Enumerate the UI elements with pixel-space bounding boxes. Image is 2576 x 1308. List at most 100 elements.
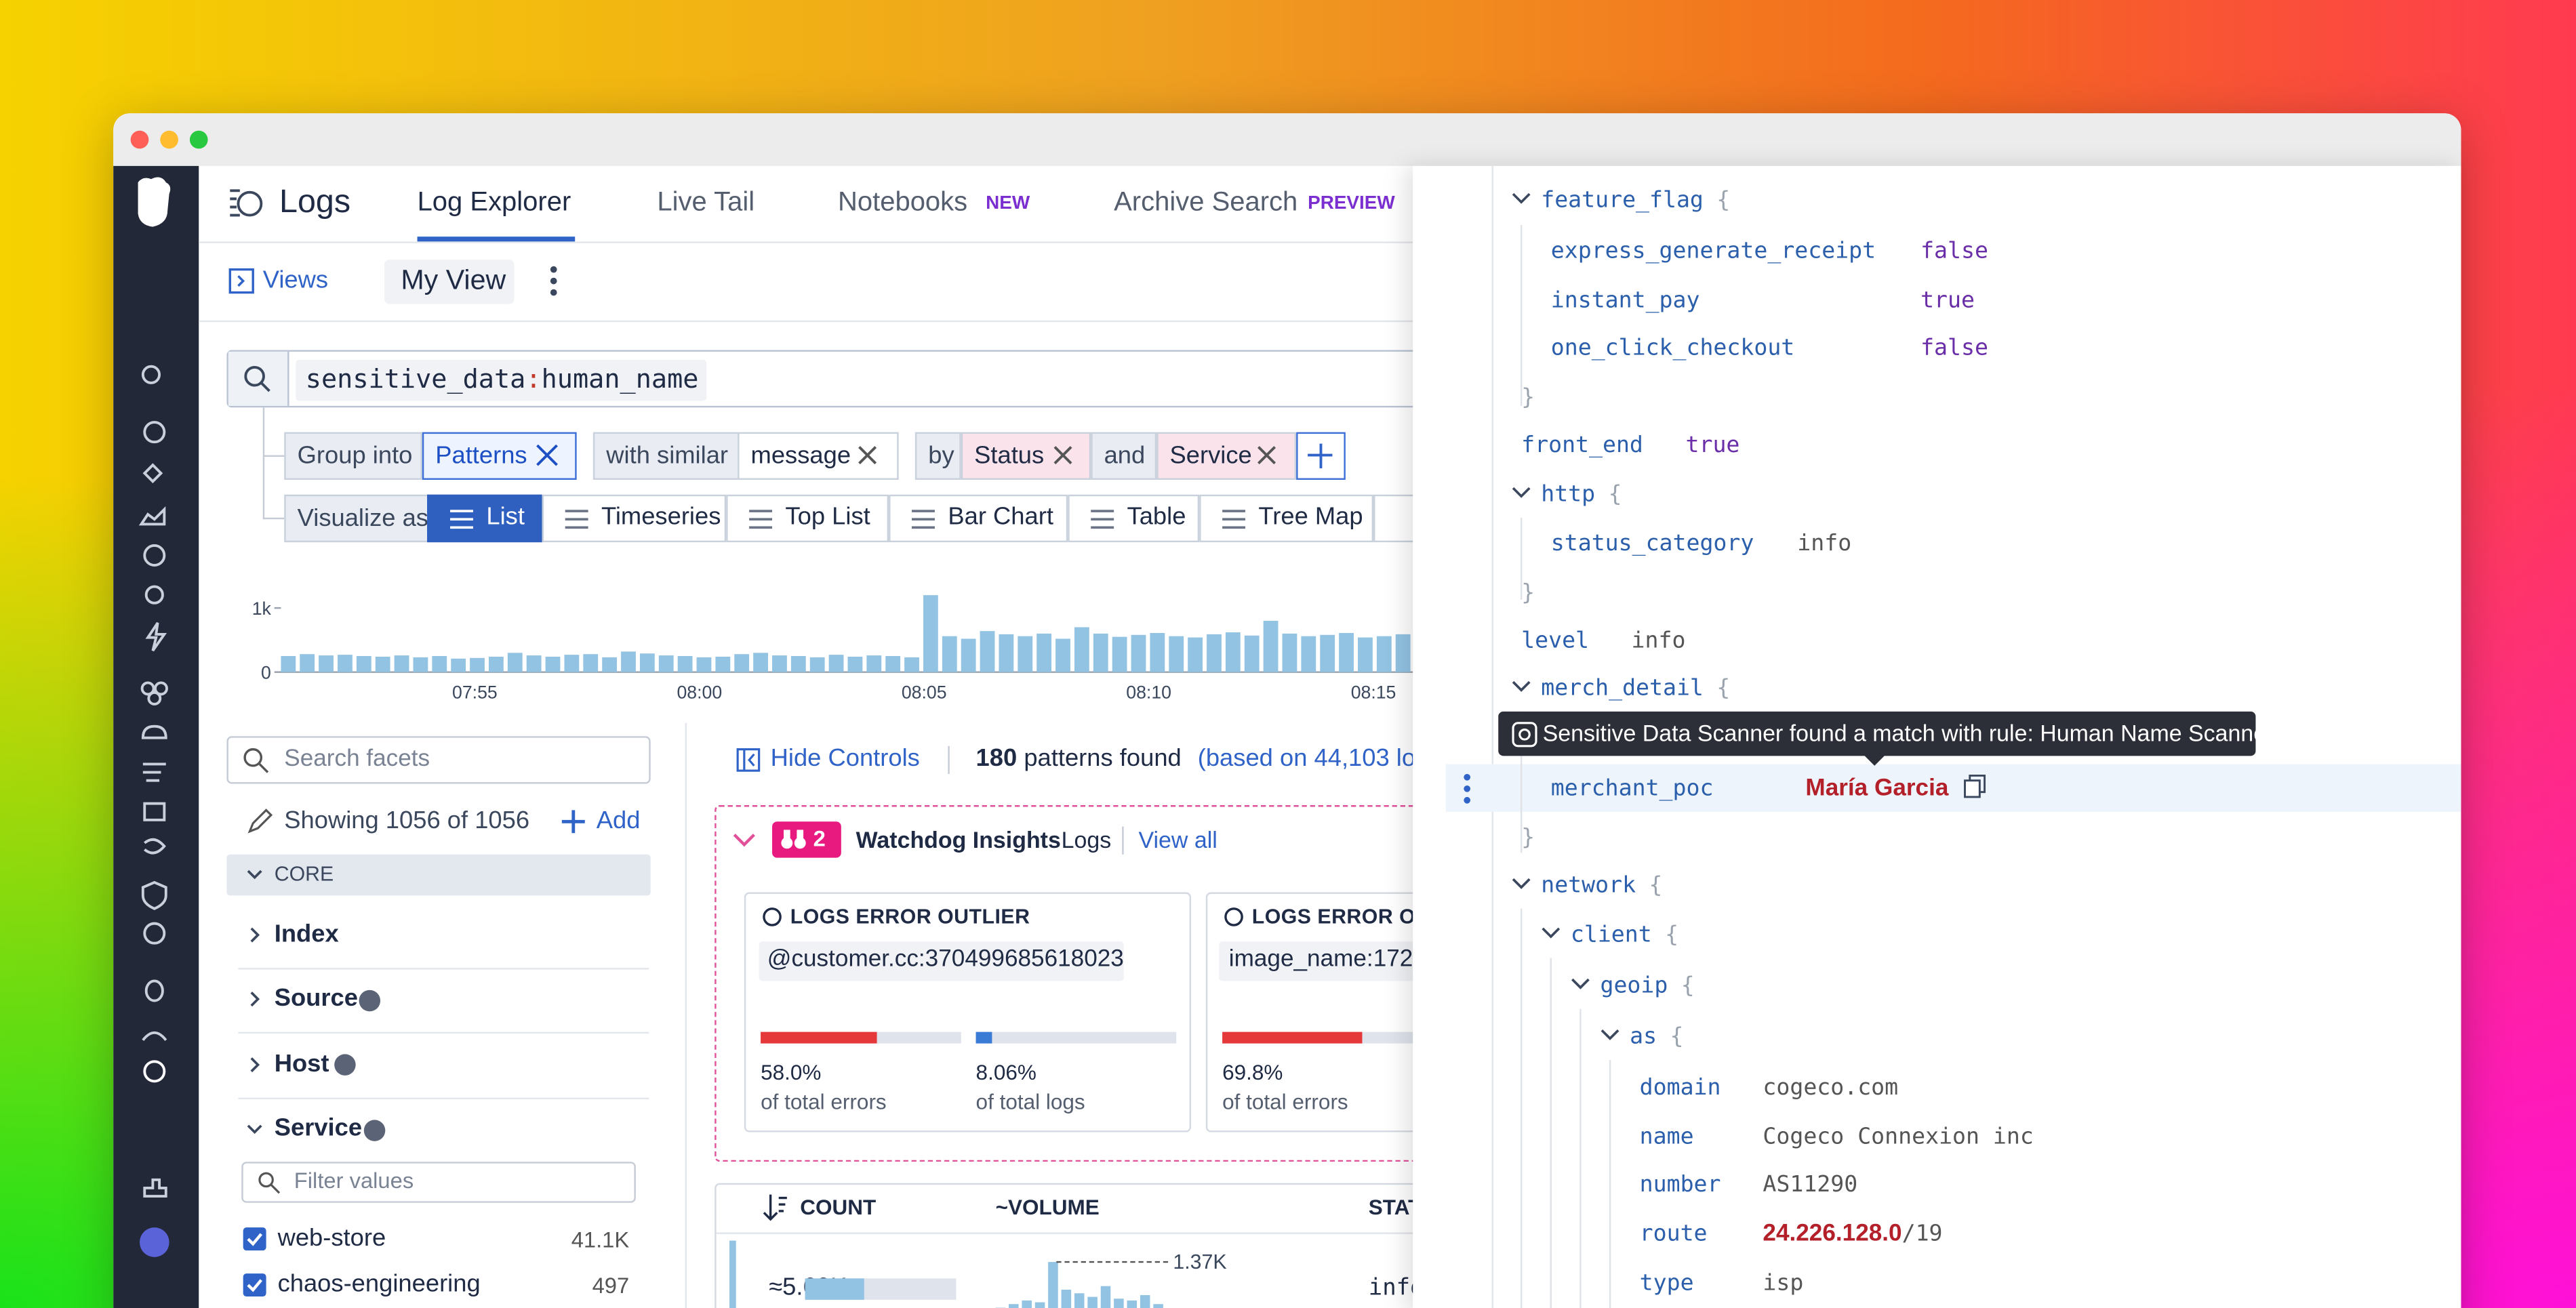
histogram-bar	[772, 655, 787, 672]
tab[interactable]: Log Explorer	[417, 187, 571, 218]
nav-icon[interactable]	[143, 544, 166, 567]
facet-value[interactable]: web-store	[277, 1224, 386, 1252]
nav-icon[interactable]	[142, 762, 166, 782]
facet-search[interactable]	[226, 736, 651, 784]
caret	[250, 992, 260, 1007]
tree-key-row[interactable]: geoip {	[1600, 968, 1694, 1002]
window-controls	[130, 130, 208, 149]
add-facet[interactable]: Add	[596, 806, 641, 835]
caret[interactable]	[1512, 878, 1531, 891]
divider	[238, 968, 649, 970]
histogram-bar	[1055, 638, 1070, 672]
caret[interactable]	[1512, 487, 1531, 499]
minimize-button[interactable]	[160, 130, 178, 149]
histogram-bar	[338, 655, 353, 672]
caret[interactable]	[1512, 680, 1531, 693]
column-header[interactable]: COUNT	[800, 1194, 877, 1220]
tab[interactable]: Notebooks	[837, 187, 968, 218]
visualize-option-label: Bar Chart	[948, 502, 1053, 531]
nav-icon[interactable]	[138, 506, 166, 526]
tree-key-row[interactable]: merch_detail {	[1541, 670, 1730, 705]
close-button[interactable]	[130, 130, 149, 149]
icon-part	[565, 510, 588, 529]
icon-part	[784, 830, 790, 842]
nav-icon[interactable]	[144, 585, 164, 605]
nav-icon[interactable]	[143, 1060, 166, 1083]
card-title: LOGS ERROR OUTLIER	[790, 905, 1030, 928]
views-button[interactable]: Views	[262, 266, 329, 295]
tooltip-arrow	[1863, 754, 1887, 766]
section-header[interactable]	[226, 854, 651, 896]
icon-part	[1512, 722, 1537, 748]
query[interactable]: sensitive_data:human_name	[306, 363, 699, 396]
nav-icon[interactable]	[143, 1178, 167, 1198]
tree-key-row[interactable]: client {	[1571, 917, 1678, 952]
nav-icon[interactable]	[143, 802, 166, 821]
caret[interactable]	[1600, 1029, 1619, 1042]
caret[interactable]	[1571, 978, 1590, 991]
tree-value-row: AS11290	[1763, 1166, 1857, 1201]
by-field[interactable]: Status	[961, 432, 1091, 480]
tab[interactable]: Live Tail	[657, 187, 755, 218]
visualize-option[interactable]	[427, 494, 542, 543]
zoom-button[interactable]	[189, 130, 208, 149]
facet-value[interactable]: chaos-engineering	[277, 1270, 481, 1299]
tree-key: domain	[1639, 1074, 1721, 1101]
caret[interactable]	[1541, 926, 1561, 939]
current-view[interactable]: My View	[401, 264, 506, 296]
icon-part	[763, 1194, 787, 1221]
copy-icon[interactable]	[1963, 774, 1986, 798]
sort-icon[interactable]	[763, 1193, 789, 1223]
nav-icon[interactable]	[140, 681, 155, 696]
facet[interactable]: Source	[274, 984, 358, 1013]
caret[interactable]	[1512, 192, 1531, 205]
logo[interactable]	[138, 177, 171, 227]
tab[interactable]: Archive Search	[1114, 187, 1298, 218]
filter-values[interactable]	[241, 1162, 636, 1203]
remove-icon[interactable]	[858, 446, 877, 465]
column-header[interactable]: ~VOLUME	[995, 1194, 1100, 1220]
remove-icon[interactable]	[1257, 446, 1276, 465]
nav-icon[interactable]	[143, 922, 166, 945]
nav-icon[interactable]	[141, 724, 167, 739]
nav-icon[interactable]	[147, 691, 162, 706]
tree-key-row[interactable]: network {	[1541, 867, 1662, 902]
checkbox[interactable]	[243, 1227, 266, 1251]
nav-icon[interactable]	[141, 880, 167, 910]
nav-icon[interactable]	[144, 979, 164, 1002]
hide-controls[interactable]: Hide Controls	[770, 744, 920, 773]
nav-icon[interactable]	[143, 421, 166, 444]
tree-key-row[interactable]: as {	[1630, 1019, 1683, 1053]
facet[interactable]: Service	[274, 1113, 363, 1143]
nav-icon[interactable]	[142, 1031, 167, 1042]
nav-icon[interactable]	[154, 681, 168, 696]
remove-icon[interactable]	[1053, 446, 1072, 465]
tree-key-row[interactable]: http {	[1541, 476, 1622, 511]
user-avatar[interactable]	[139, 1227, 169, 1257]
view-all[interactable]: View all	[1138, 826, 1217, 853]
view-menu[interactable]	[546, 264, 562, 297]
nav-icon[interactable]	[141, 365, 161, 384]
row-menu[interactable]	[1459, 773, 1475, 805]
nav-icon[interactable]	[145, 621, 167, 652]
tree-key-row[interactable]: feature_flag {	[1541, 182, 1730, 217]
views-icon[interactable]	[228, 268, 255, 294]
similar-field[interactable]: message	[738, 432, 899, 480]
icon-part	[270, 1184, 281, 1194]
caret[interactable]	[731, 828, 757, 851]
option-icon	[450, 510, 473, 529]
visualize-option[interactable]	[1068, 494, 1200, 543]
nav-icon[interactable]	[144, 838, 166, 855]
nav-icon[interactable]	[142, 463, 163, 484]
remove-icon[interactable]	[536, 444, 558, 466]
facet[interactable]: Host	[274, 1050, 329, 1078]
facet[interactable]: Index	[274, 920, 339, 948]
tree-key: status_category	[1550, 531, 1754, 557]
by-field[interactable]: Service	[1156, 432, 1297, 480]
filter-placeholder: Filter values	[294, 1168, 414, 1193]
insight-card[interactable]	[744, 892, 1192, 1132]
checkbox[interactable]	[243, 1273, 266, 1297]
column-header[interactable]: STAT	[1368, 1194, 1422, 1220]
edit-icon[interactable]	[247, 809, 273, 835]
group-patterns[interactable]: Patterns	[422, 432, 577, 480]
